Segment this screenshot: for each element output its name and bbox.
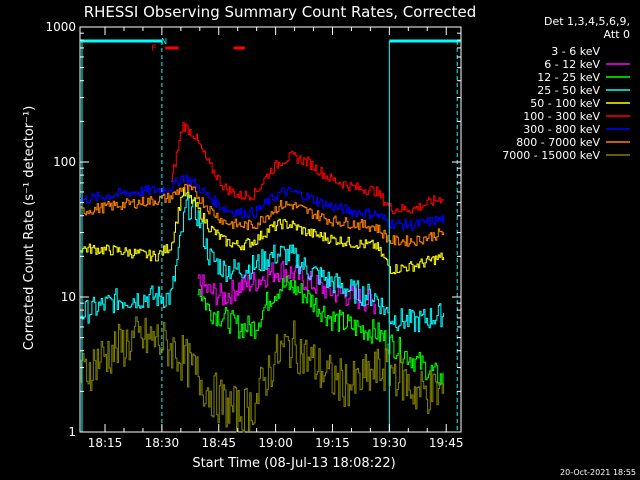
legend-label: 12 - 25 keV [537,71,600,84]
x-axis-label: Start Time (08-Jul-13 18:08:22) [192,456,395,471]
series-line-2 [197,260,376,315]
y-tick-label: 1000 [45,20,76,34]
plot-frame [79,26,462,433]
legend-label: 800 - 7000 keV [516,136,600,149]
series-line-6 [171,122,444,215]
axes-layer: 18:15 18:30 18:45 19:00 19:15 19:30 19:45 1 10 10… [45,20,463,450]
legend-label: 50 - 100 keV [530,97,600,110]
footer-date: 20-Oct-2021 18:55 [560,468,636,477]
x-tick-label: 18:45 [201,436,236,450]
x-tick-label: 19:15 [315,436,350,450]
legend-label: 6 - 12 keV [544,58,600,71]
x-tick-label: 19:00 [258,436,293,450]
legend-label: 3 - 6 keV [551,45,600,58]
legend-header-line-1: Det 1,3,4,5,6,9, [544,15,630,28]
legend-label: 100 - 300 keV [523,110,600,123]
series-layer [80,122,445,433]
x-tick-label: 19:45 [429,436,464,450]
series-line-9 [80,316,445,433]
legend-header-line-2: Att 0 [604,28,630,41]
y-tick-label: 10 [61,290,76,304]
series-line-1 [208,264,445,390]
x-tick-label: 19:30 [372,436,407,450]
x-tick-label: 18:30 [145,436,180,450]
legend-label: 25 - 50 keV [537,84,600,97]
x-tick-label: 18:15 [88,436,123,450]
series-line-4 [80,194,445,333]
legend-label: 300 - 800 keV [523,123,600,136]
plot-border [79,26,462,433]
y-tick-label: 100 [53,155,76,169]
series-line-5 [80,187,445,275]
flare-flag-label: F [151,44,156,54]
flags-layer: FN [80,37,461,432]
series-line-8 [80,183,445,247]
night-flag-label: N [161,37,167,46]
chart-title: RHESSI Observing Summary Count Rates, Co… [84,3,477,21]
legend-label: 7000 - 15000 keV [502,149,600,162]
series-line-7 [80,174,445,231]
y-axis-label: Corrected Count Rate (s⁻¹ detector⁻¹) [22,106,37,351]
y-tick-label: 1 [68,425,76,439]
